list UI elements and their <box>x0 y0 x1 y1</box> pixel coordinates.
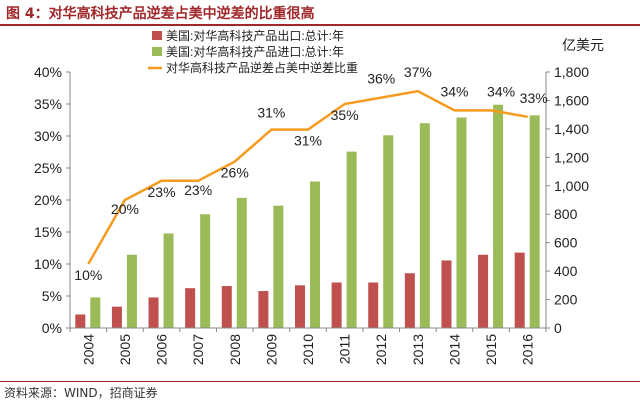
ratio-label-2007: 23% <box>184 182 212 198</box>
x-tick-label-2004: 2004 <box>80 334 96 365</box>
right-tick-label: 1,800 <box>554 64 589 80</box>
ratio-label-2015: 34% <box>487 83 515 99</box>
left-tick-label: 5% <box>42 288 62 304</box>
ratio-label-2016: 33% <box>520 90 548 106</box>
bar-export-2008 <box>221 286 232 328</box>
bar-import-2010 <box>310 181 320 328</box>
source-note: 资料来源：WIND，招商证券 <box>4 386 158 400</box>
legend-swatch-export <box>152 31 162 40</box>
right-tick-label: 1,200 <box>554 149 589 165</box>
x-tick-label-2014: 2014 <box>446 334 462 365</box>
bar-import-2013 <box>419 123 430 328</box>
bar-export-2010 <box>295 285 305 328</box>
x-tick-label-2012: 2012 <box>373 334 389 365</box>
ratio-label-2004: 10% <box>74 267 102 283</box>
ratio-label-2013: 37% <box>404 64 432 80</box>
legend-label-ratio: 对华高科技产品逆差占美中逆差比重 <box>166 60 358 75</box>
left-tick-label: 40% <box>34 64 62 80</box>
source-rule <box>0 381 640 382</box>
bar-import-2015 <box>493 104 504 328</box>
right-tick-label: 1,400 <box>554 121 589 137</box>
bar-export-2016 <box>514 252 525 328</box>
x-tick-label-2016: 2016 <box>520 334 536 365</box>
left-tick-label: 20% <box>34 192 62 208</box>
bar-export-2007 <box>185 288 196 328</box>
bar-export-2006 <box>148 297 159 328</box>
ratio-label-2009: 31% <box>257 105 285 121</box>
bar-import-2004 <box>90 297 101 328</box>
x-tick-label-2013: 2013 <box>410 334 426 365</box>
x-tick-label-2005: 2005 <box>117 334 133 365</box>
left-tick-label: 15% <box>34 224 62 240</box>
x-tick-label-2009: 2009 <box>263 334 279 365</box>
left-tick-label: 35% <box>34 96 62 112</box>
right-tick-label: 1,600 <box>554 92 589 108</box>
bar-import-2016 <box>529 115 540 328</box>
left-tick-label: 30% <box>34 128 62 144</box>
legend-label-export: 美国:对华高科技产品出口:总计:年 <box>166 28 344 43</box>
left-tick-label: 25% <box>34 160 62 176</box>
ratio-label-2014: 34% <box>440 83 468 99</box>
right-tick-label: 400 <box>554 263 578 279</box>
bar-import-2014 <box>456 117 467 328</box>
ratio-line <box>87 89 528 265</box>
ratio-label-2005: 20% <box>111 201 139 217</box>
bar-export-2009 <box>258 291 269 328</box>
bar-import-2005 <box>126 254 137 328</box>
figure-title: 图 4：对华高科技产品逆差占美中逆差的比重很高 <box>6 6 315 22</box>
ratio-label-2006: 23% <box>148 184 176 200</box>
ratio-label-2011: 35% <box>331 107 359 123</box>
right-tick-label: 1,000 <box>554 178 589 194</box>
x-tick-label-2007: 2007 <box>190 334 206 365</box>
bar-import-2007 <box>200 214 211 328</box>
ratio-label-2010: 31% <box>294 133 322 149</box>
x-tick-label-2010: 2010 <box>300 334 316 365</box>
bar-import-2006 <box>163 233 174 328</box>
x-tick-label-2015: 2015 <box>483 334 499 365</box>
right-tick-label: 600 <box>554 235 578 251</box>
bar-export-2011 <box>331 282 342 328</box>
right-axis-unit: 亿美元 <box>562 37 604 53</box>
legend-label-import: 美国:对华高科技产品进口:总计:年 <box>166 44 344 59</box>
bar-export-2013 <box>404 273 415 328</box>
bar-export-2014 <box>441 260 452 328</box>
bar-import-2011 <box>346 151 357 328</box>
title-rule <box>0 24 640 26</box>
bar-import-2009 <box>273 205 284 328</box>
left-tick-label: 0% <box>42 320 62 336</box>
x-tick-label-2011: 2011 <box>337 334 353 364</box>
right-tick-label: 0 <box>554 320 562 336</box>
bar-export-2005 <box>111 306 122 328</box>
x-tick-label-2006: 2006 <box>154 334 170 365</box>
bar-export-2012 <box>368 282 379 328</box>
x-tick-label-2008: 2008 <box>227 334 243 365</box>
ratio-label-2008: 26% <box>221 165 249 181</box>
legend-swatch-import <box>152 47 162 56</box>
ratio-label-2012: 36% <box>367 71 395 87</box>
bar-export-2004 <box>75 314 86 328</box>
left-tick-label: 10% <box>34 256 62 272</box>
bar-import-2012 <box>383 135 394 328</box>
right-tick-label: 200 <box>554 292 578 308</box>
right-tick-label: 800 <box>554 206 578 222</box>
bar-export-2015 <box>478 254 489 328</box>
bar-import-2008 <box>236 197 247 328</box>
